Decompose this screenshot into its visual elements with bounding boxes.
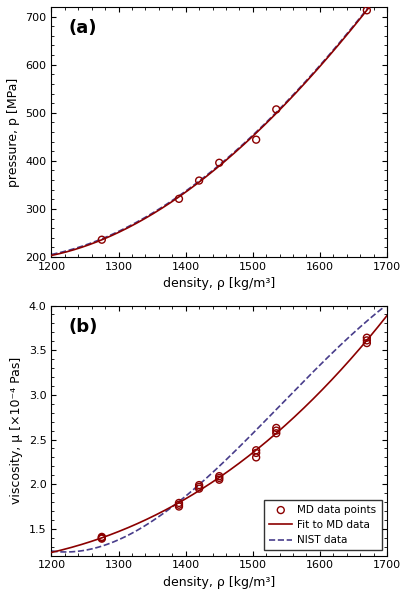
MD data points xyxy=(253,445,259,455)
MD data points xyxy=(99,532,105,542)
MD data points xyxy=(273,426,279,435)
MD data points xyxy=(364,333,370,343)
MD data points xyxy=(364,336,370,345)
Fit to MD data xyxy=(182,496,187,503)
MD data points xyxy=(253,448,259,458)
Point xyxy=(216,158,222,167)
Fit to MD data xyxy=(158,509,163,516)
MD data points xyxy=(273,423,279,433)
MD data points xyxy=(99,533,105,542)
Legend: MD data points, Fit to MD data, NIST data: MD data points, Fit to MD data, NIST dat… xyxy=(264,499,382,551)
Point xyxy=(364,5,370,15)
Y-axis label: viscosity, μ [×10⁻⁴ Pas]: viscosity, μ [×10⁻⁴ Pas] xyxy=(10,357,23,504)
MD data points xyxy=(216,471,222,481)
Line: NIST data: NIST data xyxy=(51,305,387,552)
Point xyxy=(253,135,259,144)
NIST data xyxy=(159,511,164,518)
MD data points xyxy=(364,339,370,348)
Text: (b): (b) xyxy=(68,318,98,336)
Line: Fit to MD data: Fit to MD data xyxy=(51,315,387,552)
NIST data xyxy=(49,547,54,554)
Fit to MD data xyxy=(385,312,390,319)
Text: (a): (a) xyxy=(68,20,97,38)
MD data points xyxy=(216,475,222,485)
Fit to MD data xyxy=(49,549,54,556)
NIST data xyxy=(63,548,68,555)
MD data points xyxy=(99,534,105,544)
MD data points xyxy=(196,480,202,490)
Fit to MD data xyxy=(89,538,94,545)
NIST data xyxy=(183,493,188,500)
MD data points xyxy=(253,452,259,462)
MD data points xyxy=(176,500,182,510)
MD data points xyxy=(273,429,279,438)
X-axis label: density, ρ [kg/m³]: density, ρ [kg/m³] xyxy=(163,576,275,589)
MD data points xyxy=(196,484,202,493)
NIST data xyxy=(294,386,299,393)
Point xyxy=(196,176,202,185)
MD data points xyxy=(176,502,182,511)
X-axis label: density, ρ [kg/m³]: density, ρ [kg/m³] xyxy=(163,278,275,290)
Point xyxy=(99,235,105,244)
MD data points xyxy=(216,473,222,483)
NIST data xyxy=(90,545,95,552)
NIST data xyxy=(385,301,390,308)
Point xyxy=(176,194,182,204)
MD data points xyxy=(176,498,182,508)
MD data points xyxy=(196,482,202,492)
NIST data xyxy=(261,419,266,426)
Point xyxy=(273,105,279,114)
Fit to MD data xyxy=(293,412,298,420)
Fit to MD data xyxy=(260,441,265,448)
Y-axis label: pressure, p [MPa]: pressure, p [MPa] xyxy=(7,77,20,187)
Fit to MD data xyxy=(291,414,296,421)
NIST data xyxy=(292,387,297,395)
